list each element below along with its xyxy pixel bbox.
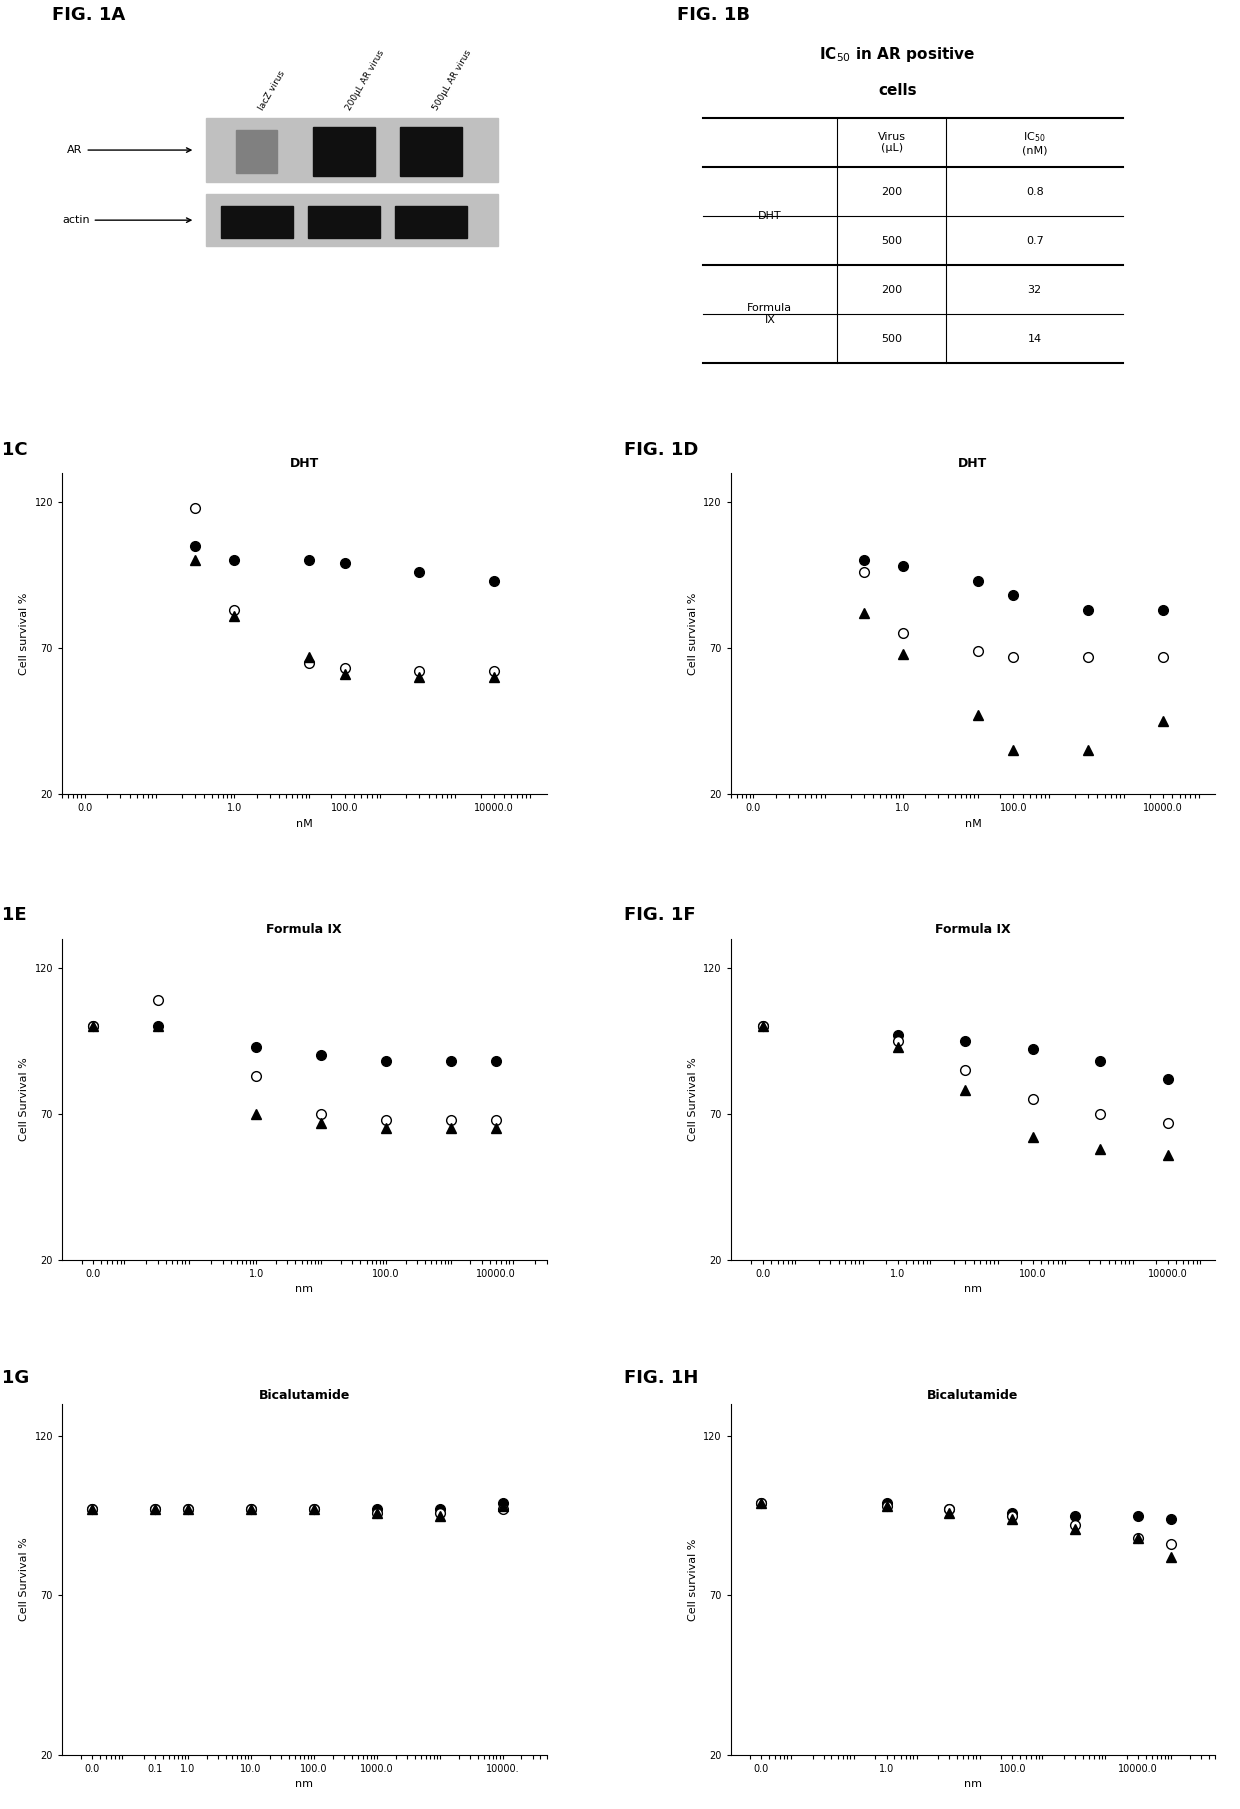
Text: IC$_{50}$ in AR positive: IC$_{50}$ in AR positive bbox=[820, 45, 976, 63]
Text: FIG. 1D: FIG. 1D bbox=[624, 441, 698, 459]
Bar bbox=[206, 194, 497, 246]
Text: 200μL AR virus: 200μL AR virus bbox=[343, 49, 386, 112]
Bar bbox=[314, 127, 374, 175]
Text: FIG. 1E: FIG. 1E bbox=[0, 906, 27, 924]
Text: 0.8: 0.8 bbox=[1025, 186, 1044, 197]
Bar bbox=[237, 130, 278, 174]
Bar bbox=[221, 206, 293, 237]
X-axis label: nm: nm bbox=[295, 1284, 314, 1293]
Bar bbox=[401, 127, 461, 175]
Text: FIG. 1B: FIG. 1B bbox=[677, 7, 750, 25]
X-axis label: nM: nM bbox=[965, 818, 981, 829]
Bar bbox=[206, 118, 497, 183]
Text: DHT: DHT bbox=[758, 212, 781, 221]
Bar bbox=[308, 206, 379, 237]
Text: 32: 32 bbox=[1028, 284, 1042, 295]
Text: 0.7: 0.7 bbox=[1025, 235, 1044, 246]
Y-axis label: Cell Survival %: Cell Survival % bbox=[19, 1538, 29, 1621]
Text: actin: actin bbox=[62, 215, 191, 224]
Y-axis label: Cell Survival %: Cell Survival % bbox=[19, 1056, 29, 1141]
Bar bbox=[396, 206, 467, 237]
Title: DHT: DHT bbox=[290, 458, 319, 470]
Y-axis label: Cell Survival %: Cell Survival % bbox=[687, 1056, 698, 1141]
Y-axis label: Cell survival %: Cell survival % bbox=[19, 592, 29, 675]
Text: 500: 500 bbox=[882, 235, 903, 246]
Text: IC$_{50}$
(nM): IC$_{50}$ (nM) bbox=[1022, 130, 1048, 156]
Text: lacZ virus: lacZ virus bbox=[257, 69, 286, 112]
Text: Formula
IX: Formula IX bbox=[748, 304, 792, 326]
Title: DHT: DHT bbox=[959, 458, 987, 470]
Text: Virus
(μL): Virus (μL) bbox=[878, 132, 905, 154]
Text: AR: AR bbox=[67, 145, 191, 156]
Text: 200: 200 bbox=[882, 186, 903, 197]
Title: Formula IX: Formula IX bbox=[267, 923, 342, 935]
Title: Formula IX: Formula IX bbox=[935, 923, 1011, 935]
Text: FIG. 1A: FIG. 1A bbox=[52, 7, 125, 25]
Text: 500: 500 bbox=[882, 333, 903, 344]
Title: Bicalutamide: Bicalutamide bbox=[928, 1389, 1018, 1402]
Text: cells: cells bbox=[878, 83, 916, 98]
Text: FIG. 1G: FIG. 1G bbox=[0, 1369, 30, 1388]
X-axis label: nm: nm bbox=[963, 1284, 982, 1293]
Text: 200: 200 bbox=[882, 284, 903, 295]
Text: 500μL AR virus: 500μL AR virus bbox=[432, 49, 472, 112]
Text: 14: 14 bbox=[1028, 333, 1042, 344]
X-axis label: nM: nM bbox=[296, 818, 312, 829]
X-axis label: nm: nm bbox=[295, 1780, 314, 1789]
Y-axis label: Cell survival %: Cell survival % bbox=[687, 592, 698, 675]
Text: FIG. 1H: FIG. 1H bbox=[624, 1369, 698, 1388]
Title: Bicalutamide: Bicalutamide bbox=[259, 1389, 350, 1402]
Text: FIG. 1F: FIG. 1F bbox=[624, 906, 696, 924]
Text: FIG. 1C: FIG. 1C bbox=[0, 441, 29, 459]
Y-axis label: Cell survival %: Cell survival % bbox=[687, 1538, 698, 1621]
X-axis label: nm: nm bbox=[963, 1780, 982, 1789]
